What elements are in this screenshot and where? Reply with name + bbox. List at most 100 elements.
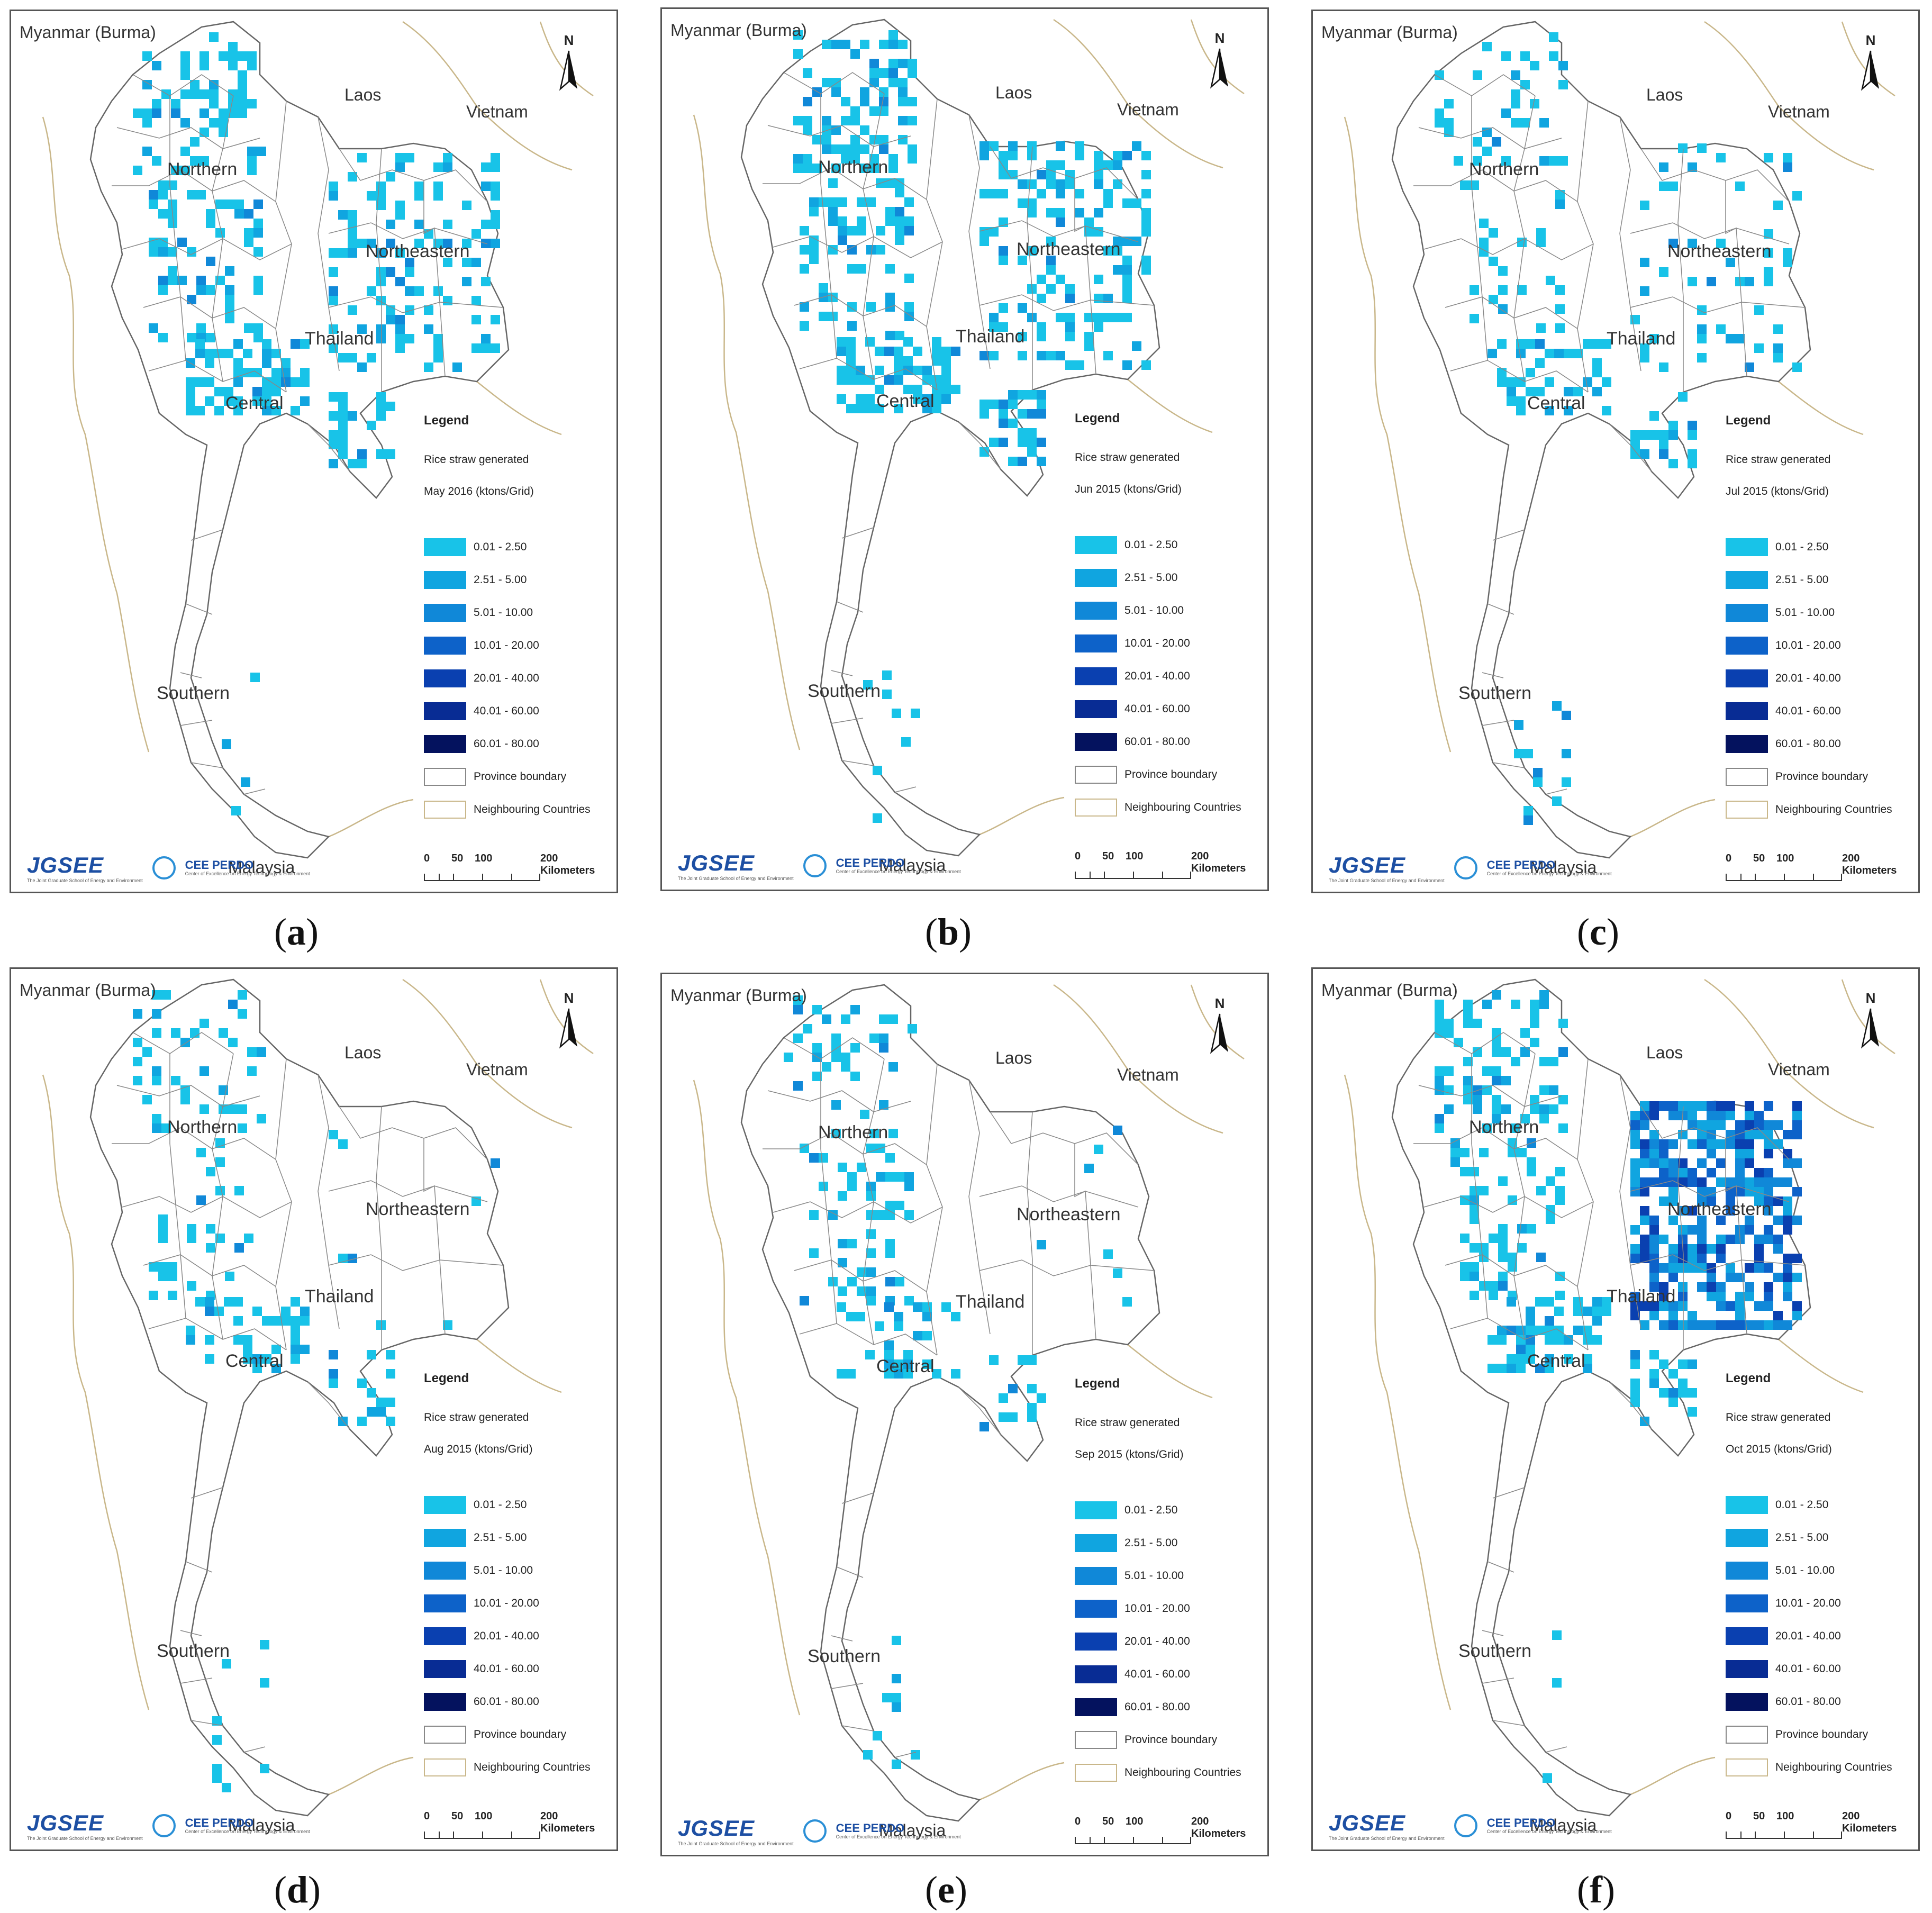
grid-cell	[866, 1191, 876, 1201]
grid-cell	[1668, 1301, 1678, 1311]
rice-straw-cells	[1435, 32, 1802, 825]
label-vietnam: Vietnam	[1117, 1065, 1179, 1084]
grid-cell	[1630, 1187, 1640, 1196]
legend-class-label: Province boundary	[1775, 1728, 1868, 1740]
grid-cell	[979, 409, 989, 419]
grid-cell	[1507, 377, 1516, 387]
scale-tick-label: 200 Kilometers	[1191, 1816, 1246, 1839]
grid-cell	[206, 257, 215, 266]
grid-cell	[932, 1369, 941, 1379]
grid-cell	[838, 1163, 847, 1172]
grid-cell	[1792, 1311, 1802, 1320]
grid-cell	[847, 302, 857, 312]
grid-cell	[1470, 314, 1479, 323]
grid-cell	[876, 226, 885, 235]
legend-province-boundary: Province boundary	[1075, 758, 1265, 791]
grid-cell	[922, 394, 932, 404]
legend-swatch	[1726, 1660, 1768, 1678]
grid-cell	[300, 368, 310, 377]
grid-cell	[253, 276, 263, 285]
grid-cell	[329, 440, 338, 449]
grid-cell	[1630, 1254, 1640, 1263]
grid-cell	[819, 197, 828, 207]
grid-cell	[405, 334, 414, 343]
grid-cell	[1792, 1111, 1802, 1120]
grid-cell	[895, 1201, 904, 1210]
grid-cell	[1027, 390, 1037, 400]
legend-class-label: 40.01 - 60.00	[474, 1663, 539, 1675]
legend-title: Legend	[1075, 1376, 1120, 1391]
grid-cell	[1027, 1384, 1037, 1393]
legend-neighbouring-countries: Neighbouring Countries	[1726, 793, 1916, 826]
grid-cell	[214, 1307, 224, 1316]
label-southern: Southern	[808, 1646, 881, 1666]
scale-bar: 0 50 100 200 Kilometers	[424, 1810, 604, 1839]
legend-swatch	[1075, 1698, 1117, 1716]
province-boundary-11	[979, 220, 1139, 242]
grid-cell	[257, 1047, 266, 1057]
grid-cell	[1659, 1320, 1668, 1330]
grid-cell	[1707, 1263, 1716, 1273]
grid-cell	[206, 1243, 215, 1253]
legend-neighbouring-countries: Neighbouring Countries	[1075, 791, 1265, 824]
legend-class-1: 2.51 - 5.00	[424, 1521, 614, 1554]
grid-cell	[206, 333, 215, 342]
grid-cell	[1520, 1047, 1530, 1057]
grid-cell	[1716, 1292, 1726, 1301]
grid-cell	[1659, 1158, 1668, 1168]
grid-cell	[1527, 1157, 1536, 1167]
grid-cell	[1735, 1301, 1745, 1311]
legend-subtitle: Rice straw generated	[1726, 1411, 1831, 1424]
grid-cell	[1630, 1244, 1640, 1254]
grid-cell	[395, 324, 405, 334]
grid-cell	[894, 356, 903, 366]
grid-cell	[196, 323, 206, 333]
grid-cell	[1697, 1130, 1707, 1139]
grid-cell	[281, 377, 291, 387]
grid-cell	[1745, 1320, 1754, 1330]
grid-cell	[1754, 1168, 1764, 1177]
scale-tick-label: 100	[1776, 1810, 1794, 1822]
grid-cell	[1037, 400, 1046, 409]
grid-cell	[809, 235, 819, 245]
legend-swatch	[1075, 569, 1117, 587]
grid-cell	[1084, 217, 1094, 227]
grid-cell	[809, 1153, 819, 1163]
province-boundary-3	[122, 238, 292, 260]
grid-cell	[869, 106, 879, 116]
grid-cell	[932, 356, 941, 366]
grid-cell	[1726, 1101, 1735, 1111]
grid-cell	[1773, 324, 1783, 334]
grid-cell	[1549, 1057, 1558, 1066]
grid-cell	[1640, 1301, 1649, 1311]
grid-cell	[1649, 1139, 1659, 1149]
grid-cell	[1027, 198, 1037, 208]
province-boundary-19	[1482, 720, 1514, 726]
grid-cell	[1630, 1350, 1640, 1359]
grid-cell	[386, 267, 395, 277]
grid-cell	[1536, 1253, 1546, 1262]
grid-cell	[895, 235, 904, 245]
grid-cell	[405, 286, 414, 296]
grid-cell	[841, 1053, 850, 1062]
grid-cell	[1517, 1224, 1527, 1234]
grid-cell	[892, 1693, 901, 1702]
grid-cell	[1659, 1301, 1668, 1311]
legend-class-label: 40.01 - 60.00	[1775, 705, 1841, 717]
grid-cell	[1640, 1101, 1649, 1111]
province-boundary-8	[926, 98, 943, 391]
grid-cell	[1497, 339, 1507, 349]
legend-swatch	[424, 1562, 466, 1580]
legend-swatch	[424, 1660, 466, 1678]
grid-cell	[1122, 237, 1132, 246]
legend-subtitle: Rice straw generated	[1726, 454, 1831, 466]
grid-cell	[133, 1057, 142, 1066]
grid-cell	[215, 1157, 225, 1167]
grid-cell	[1754, 1196, 1764, 1206]
grid-cell	[1018, 457, 1027, 466]
grid-cell	[386, 402, 395, 411]
grid-cell	[1773, 353, 1783, 362]
grid-cell	[367, 286, 376, 296]
legend-class-label: 60.01 - 80.00	[1775, 738, 1841, 750]
grid-cell	[1773, 1196, 1783, 1206]
